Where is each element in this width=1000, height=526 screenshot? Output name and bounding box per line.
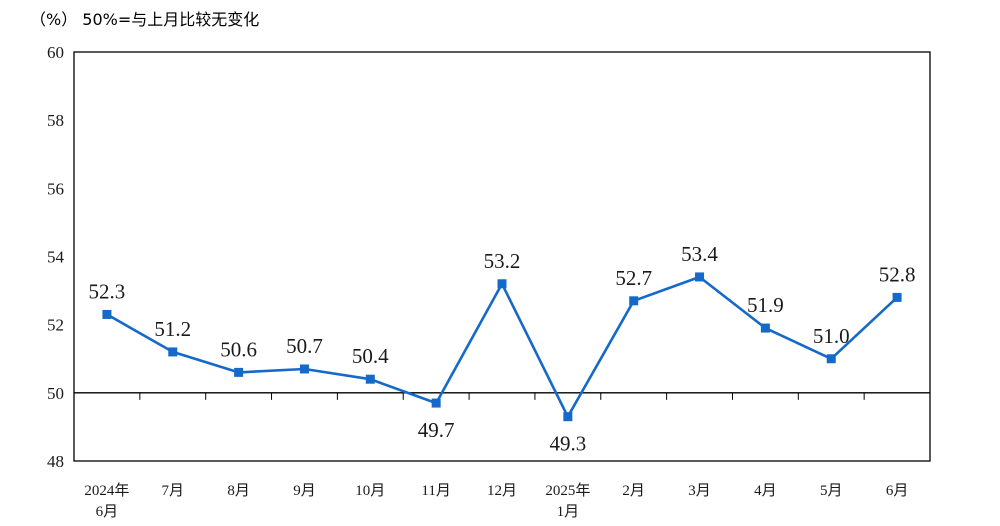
data-marker: [102, 309, 112, 319]
x-tick-label: 2月: [622, 483, 645, 499]
x-tick-label: 5月: [820, 483, 843, 499]
data-marker: [168, 347, 178, 357]
x-tick-label: 2024年: [84, 482, 129, 499]
x-tick-label: 11月: [421, 483, 450, 499]
y-tick-label: 50: [47, 384, 64, 403]
y-tick-label: 48: [47, 452, 64, 471]
data-label: 53.2: [484, 249, 521, 273]
data-marker: [234, 367, 244, 377]
data-marker: [563, 412, 573, 422]
data-label: 52.3: [89, 279, 126, 303]
data-marker: [695, 272, 705, 282]
x-tick-label: 9月: [293, 483, 316, 499]
data-label: 51.2: [154, 317, 191, 341]
data-label: 49.3: [549, 432, 586, 456]
x-tick-label: 8月: [227, 483, 250, 499]
x-tick-label: 1月: [557, 504, 580, 520]
data-marker: [826, 354, 836, 364]
y-axis-tick-labels: 48 50 52 54 56 58 60: [47, 43, 65, 471]
plot-frame: [73, 51, 931, 462]
y-tick-label: 52: [47, 316, 64, 335]
x-tick-label: 10月: [355, 483, 385, 499]
unit-note: （%） 50%=与上月比较无变化: [30, 10, 259, 29]
x-tick-label: 6月: [96, 504, 119, 520]
x-tick-label: 3月: [688, 483, 711, 499]
data-marker: [299, 364, 309, 374]
x-tick-label: 7月: [162, 483, 185, 499]
data-label: 52.8: [879, 262, 916, 286]
data-markers: [102, 272, 902, 422]
x-tick-label: 12月: [487, 483, 517, 499]
data-label: 51.0: [813, 324, 850, 348]
data-marker: [760, 323, 770, 333]
y-tick-label: 60: [47, 43, 64, 62]
y-tick-label: 58: [47, 111, 64, 130]
data-marker: [365, 374, 375, 384]
x-axis-tick-labels: 2024年 6月 7月 8月 9月 10月 11月 12月 2025年 1月 2月 3月 4月 5月 6月: [84, 482, 908, 520]
data-label: 53.4: [681, 242, 718, 266]
x-tick-label: 2025年: [545, 482, 590, 499]
data-label: 50.4: [352, 344, 389, 368]
data-label: 52.7: [615, 266, 652, 290]
x-tick-label: 6月: [886, 483, 909, 499]
data-marker: [892, 292, 902, 302]
data-label: 50.6: [220, 337, 257, 361]
y-tick-label: 54: [47, 248, 65, 267]
x-axis-dividers: [139, 392, 865, 400]
data-label: 51.9: [747, 293, 784, 317]
x-tick-label: 4月: [754, 483, 777, 499]
data-marker: [431, 398, 441, 408]
y-tick-label: 56: [47, 179, 64, 198]
data-marker: [629, 296, 639, 306]
data-label: 49.7: [418, 418, 455, 442]
data-marker: [497, 279, 507, 289]
data-label: 50.7: [286, 334, 323, 358]
data-labels: 52.3 51.2 50.6 50.7 50.4 49.7 53.2 49.3 52.7 53.4…: [89, 242, 916, 456]
